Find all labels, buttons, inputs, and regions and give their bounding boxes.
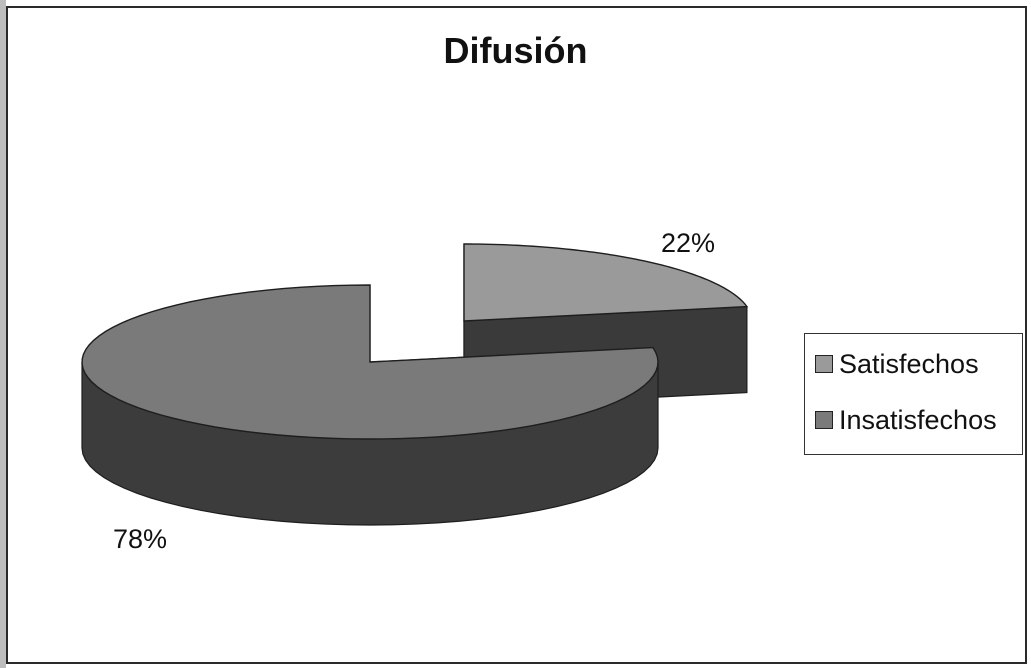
data-label-satisfechos: 22%: [661, 228, 715, 258]
legend-swatch-satisfechos: [815, 355, 833, 373]
chart-title: Difusión: [443, 30, 588, 71]
chart-legend: Satisfechos Insatisfechos: [804, 333, 1023, 455]
legend-label-satisfechos: Satisfechos: [839, 348, 979, 379]
data-label-insatisfechos: 78%: [113, 524, 167, 554]
pie-slice-top: [463, 243, 749, 322]
pie-slice-insatisfechos: [81, 284, 659, 526]
legend-item-insatisfechos: Insatisfechos: [815, 400, 997, 440]
scan-edge: [0, 0, 6, 668]
legend-label-insatisfechos: Insatisfechos: [839, 404, 997, 435]
legend-swatch-insatisfechos: [815, 411, 833, 429]
legend-item-satisfechos: Satisfechos: [815, 344, 979, 384]
pie-slice-top: [81, 284, 659, 440]
